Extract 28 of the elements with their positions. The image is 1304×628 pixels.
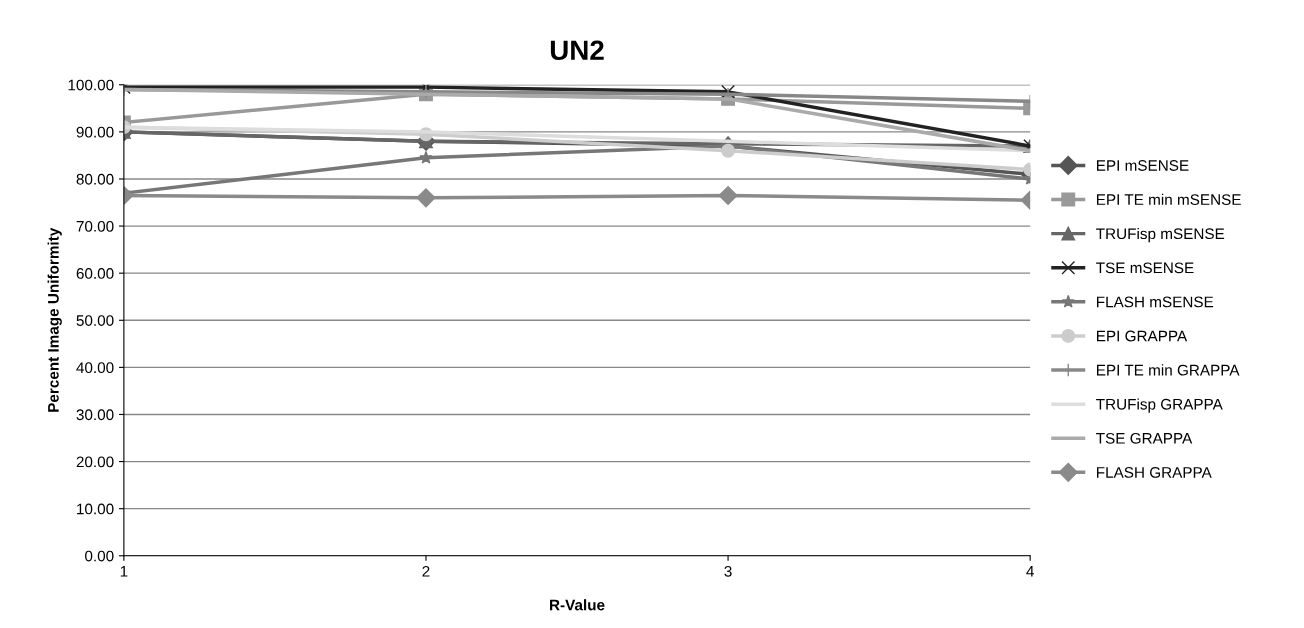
y-tick-label: 90.00: [76, 126, 114, 138]
x-tick-label: 4: [1026, 566, 1034, 577]
x-tick-label: 3: [724, 565, 732, 577]
y-tick-label: 60.00: [76, 268, 114, 279]
legend-label: TSE GRAPPA: [1096, 432, 1193, 444]
legend-label: EPI TE min GRAPPA: [1097, 364, 1240, 376]
y-tick-label: 40.00: [76, 362, 114, 374]
legend-label: EPI TE min mSENSE: [1097, 193, 1241, 206]
x-axis-title: R-Value: [550, 599, 605, 611]
y-tick-label: 0.00: [85, 550, 114, 562]
y-tick-label: 70.00: [76, 220, 114, 232]
y-tick-label: 50.00: [76, 315, 114, 326]
y-axis-title: Percent Image Uniformity: [47, 227, 62, 412]
y-tick-label: 30.00: [76, 409, 114, 421]
legend-label: EPI GRAPPA: [1097, 330, 1188, 342]
y-tick-label: 80.00: [76, 173, 114, 185]
legend-label: TRUFisp mSENSE: [1096, 227, 1225, 243]
y-tick-label: 100.00: [68, 79, 114, 91]
legend-label: FLASH GRAPPA: [1097, 467, 1212, 478]
chart-title: UN2: [550, 40, 604, 61]
legend-label: FLASH mSENSE: [1097, 296, 1214, 308]
legend-label: EPI mSENSE: [1097, 160, 1189, 171]
x-tick-label: 2: [422, 565, 430, 577]
legend-label: TSE mSENSE: [1096, 262, 1194, 274]
y-tick-label: 10.00: [77, 503, 114, 515]
legend-label: TRUFisp GRAPPA: [1096, 398, 1223, 413]
x-tick-label: 1: [120, 566, 128, 577]
y-tick-label: 20.00: [76, 456, 114, 468]
